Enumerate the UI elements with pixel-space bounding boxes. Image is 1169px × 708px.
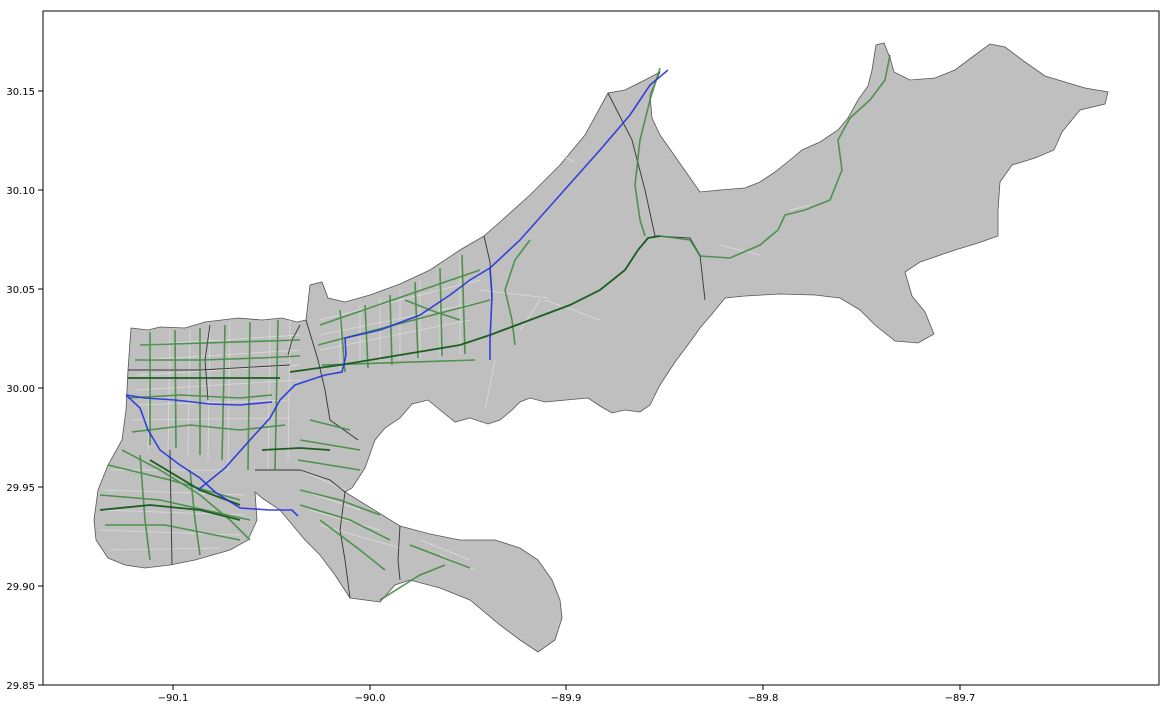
land-city: [93, 42, 1109, 653]
blue-routes-layer: [125, 69, 669, 517]
y-tick-label: 30.05: [6, 285, 35, 296]
x-tick-labels: −90.1 −90.0 −89.9 −89.8 −89.7: [158, 693, 976, 704]
y-axis: [38, 90, 43, 686]
x-tick-label: −89.7: [945, 693, 976, 704]
land-layer: [93, 42, 1109, 653]
x-tick-label: −90.0: [355, 693, 386, 704]
y-tick-labels: 29.85 29.90 29.95 30.00 30.05 30.10 30.1…: [6, 87, 35, 692]
x-tick-label: −89.9: [551, 693, 582, 704]
y-tick-label: 29.90: [6, 582, 35, 593]
y-tick-label: 30.15: [6, 87, 35, 98]
y-tick-label: 29.95: [6, 483, 35, 494]
x-axis: [172, 685, 961, 690]
green-routes-layer: [99, 54, 891, 601]
x-tick-label: −90.1: [158, 693, 189, 704]
y-tick-label: 29.85: [6, 681, 35, 692]
y-tick-label: 30.10: [6, 186, 35, 197]
x-tick-label: −89.8: [748, 693, 779, 704]
y-tick-label: 30.00: [6, 384, 35, 395]
